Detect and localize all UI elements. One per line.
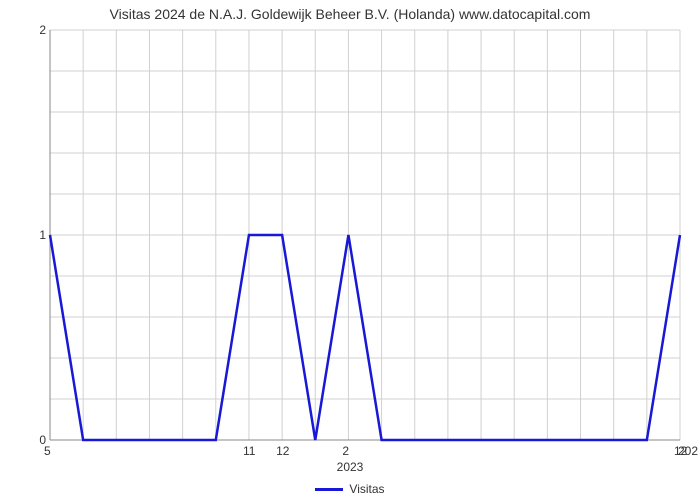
chart-svg	[50, 30, 680, 440]
y-tick-label: 1	[30, 228, 46, 242]
series-line	[50, 235, 680, 440]
x-tick-label: 11	[243, 444, 255, 458]
chart-title: Visitas 2024 de N.A.J. Goldewijk Beheer …	[0, 6, 700, 22]
x-tick-label: 202	[678, 444, 698, 458]
plot-area	[50, 30, 680, 440]
x-tick-label: 2	[342, 444, 349, 458]
legend-label: Visitas	[349, 482, 384, 496]
x-axis-title: 2023	[0, 460, 700, 474]
x-tick-label: 12	[276, 444, 289, 458]
x-tick-label: 5	[44, 444, 51, 458]
y-tick-label: 2	[30, 23, 46, 37]
chart-container: Visitas 2024 de N.A.J. Goldewijk Beheer …	[0, 0, 700, 500]
legend: Visitas	[0, 482, 700, 496]
legend-swatch	[315, 488, 343, 491]
